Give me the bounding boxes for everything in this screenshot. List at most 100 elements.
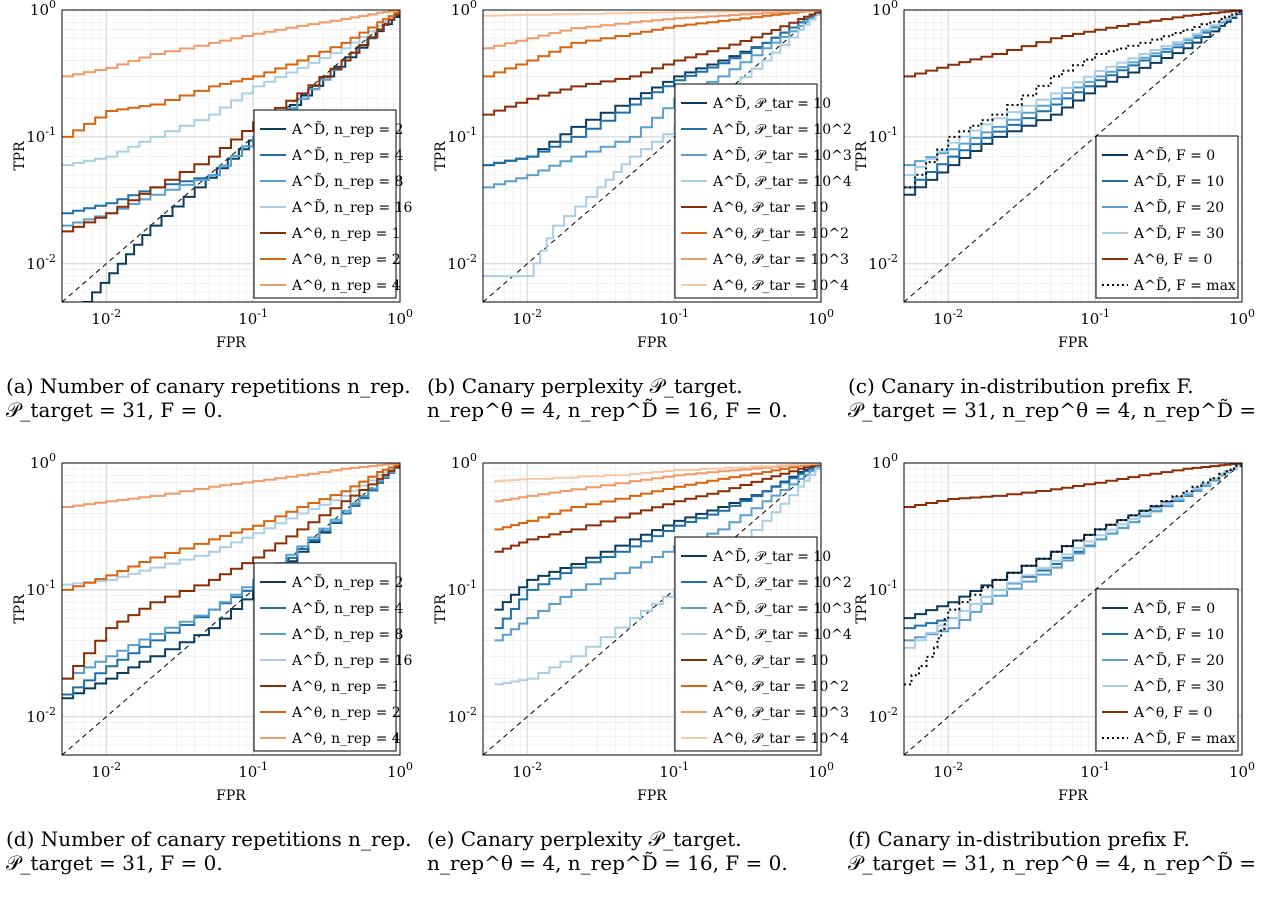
legend-label: A^D̃, 𝒫_tar = 10^4 — [712, 625, 852, 643]
caption-d-title: (d) Number of canary repetitions n_rep. — [6, 827, 412, 851]
caption-e: (e) Canary perplexity 𝒫_target. n_rep^θ … — [427, 827, 788, 875]
legend-label: A^D̃, n_rep = 8 — [291, 172, 403, 190]
series-group — [904, 463, 1242, 686]
series-line-3 — [494, 463, 821, 686]
y-axis-label: TPR — [854, 594, 870, 624]
legend-box — [1095, 135, 1239, 299]
series-line-4 — [62, 463, 400, 680]
x-tick-label: 10-2 — [91, 307, 121, 328]
plot-frame — [903, 462, 1243, 756]
legend-label: A^θ, F = 0 — [1133, 705, 1212, 721]
legend-box — [1095, 588, 1239, 752]
x-tick-label: 10-1 — [1080, 307, 1110, 328]
legend-label: A^D̃, F = 10 — [1133, 172, 1224, 190]
caption-c-title: (c) Canary in-distribution prefix F. — [848, 374, 1194, 398]
legend-label: A^θ, n_rep = 2 — [291, 252, 401, 268]
legend-label: A^D̃, n_rep = 8 — [291, 625, 403, 643]
legend-label: A^θ, 𝒫_tar = 10^3 — [712, 705, 849, 721]
legend-label: A^θ, n_rep = 1 — [291, 226, 401, 242]
legend-label: A^θ, 𝒫_tar = 10^4 — [712, 278, 849, 294]
caption-e-title: (e) Canary perplexity 𝒫_target. — [427, 827, 742, 851]
legend-box — [253, 109, 397, 299]
series-line-2 — [483, 10, 821, 189]
legend: A^D̃, n_rep = 2 A^D̃, n_rep = 4 A^D̃, n_re… — [253, 109, 412, 299]
legend-label: A^D̃, n_rep = 16 — [291, 198, 412, 216]
legend-label: A^D̃, F = max — [1133, 729, 1236, 747]
legend-label: A^θ, n_rep = 1 — [291, 679, 401, 695]
x-tick-label: 10-1 — [659, 760, 689, 781]
x-tick-label: 10-2 — [512, 307, 542, 328]
legend-label: A^θ, n_rep = 2 — [291, 705, 401, 721]
series-line-7 — [483, 10, 821, 17]
plot-frame — [61, 9, 401, 303]
series-line-6 — [494, 463, 821, 503]
legend-label: A^D̃, 𝒫_tar = 10^2 — [712, 120, 852, 138]
caption-f: (f) Canary in-distribution prefix F. 𝒫_t… — [848, 827, 1264, 875]
legend-label: A^D̃, 𝒫_tar = 10^4 — [712, 172, 852, 190]
x-axis-label: FPR — [1058, 335, 1088, 351]
legend: A^D̃, F = 0 A^D̃, F = 10 A^D̃, F = 20 A^D̃,… — [1095, 135, 1239, 299]
series-line-5 — [483, 10, 821, 78]
series-group — [62, 463, 400, 700]
series-line-5 — [62, 463, 400, 591]
legend-label: A^θ, n_rep = 4 — [291, 278, 401, 294]
caption-a-sub: 𝒫_target = 31, F = 0. — [6, 398, 223, 422]
figure-a: 10-2 10-1 100 10-2 10-1 100 FPR TPR A^D̃, n_rep … — [0, 0, 421, 453]
x-tick-label: 10-2 — [91, 760, 121, 781]
chart-d: 10-2 10-1 100 10-2 10-1 100 FPR TPR A^D̃, n_rep … — [12, 451, 413, 804]
legend-label: A^D̃, 𝒫_tar = 10^3 — [712, 146, 852, 164]
y-axis-label: TPR — [433, 141, 449, 171]
legend-box — [674, 83, 818, 299]
chart-e: 10-2 10-1 100 10-2 10-1 100 FPR TPR A^D̃, 𝒫_tar … — [433, 451, 852, 804]
legend-label: A^θ, 𝒫_tar = 10^3 — [712, 252, 849, 268]
figure-e: 10-2 10-1 100 10-2 10-1 100 FPR TPR A^D̃, 𝒫_tar … — [421, 451, 852, 907]
legend-label: A^θ, 𝒫_tar = 10^2 — [712, 679, 849, 695]
diagonal-reference — [903, 462, 1243, 756]
y-tick-label: 100 — [872, 0, 898, 19]
legend-label: A^θ, F = 0 — [1133, 252, 1212, 268]
y-tick-label: 10-2 — [26, 705, 56, 726]
caption-d: (d) Number of canary repetitions n_rep. … — [6, 827, 412, 875]
series-group — [494, 463, 821, 686]
y-tick-label: 100 — [30, 0, 56, 19]
legend-label: A^D̃, 𝒫_tar = 10 — [712, 94, 831, 112]
caption-c-sub: 𝒫_target = 31, n_rep^θ = 4, n_rep^D̃ = 1… — [848, 398, 1264, 422]
legend-label: A^θ, 𝒫_tar = 10^4 — [712, 731, 849, 747]
series-line-3 — [62, 10, 400, 167]
x-axis-label: FPR — [637, 335, 667, 351]
x-tick-label: 10-1 — [238, 760, 268, 781]
legend-label: A^D̃, F = 20 — [1133, 651, 1224, 669]
x-tick-label: 10-1 — [238, 307, 268, 328]
y-tick-label: 10-1 — [868, 125, 898, 146]
series-group — [62, 10, 400, 302]
legend-box — [253, 562, 397, 752]
series-line-7 — [494, 463, 821, 483]
x-tick-label: 10-2 — [512, 760, 542, 781]
y-tick-label: 10-1 — [447, 578, 477, 599]
x-tick-label: 10-2 — [933, 307, 963, 328]
series-line-5 — [904, 10, 1242, 189]
series-group — [904, 10, 1242, 196]
series-line-2 — [494, 463, 821, 642]
legend-label: A^D̃, 𝒫_tar = 10^2 — [712, 573, 852, 591]
legend-label: A^θ, 𝒫_tar = 10 — [712, 200, 828, 216]
x-axis-label: FPR — [637, 788, 667, 804]
y-tick-label: 10-1 — [26, 578, 56, 599]
caption-b-title: (b) Canary perplexity 𝒫_target. — [427, 374, 743, 398]
caption-a-title: (a) Number of canary repetitions n_rep. — [6, 374, 411, 398]
legend-label: A^D̃, F = 0 — [1133, 599, 1215, 617]
x-tick-label: 10-2 — [933, 760, 963, 781]
legend-label: A^D̃, 𝒫_tar = 10 — [712, 547, 831, 565]
chart-a: 10-2 10-1 100 10-2 10-1 100 FPR TPR A^D̃, n_rep … — [12, 0, 413, 351]
y-axis-label: TPR — [12, 594, 28, 624]
x-tick-label: 100 — [387, 760, 413, 781]
legend-label: A^D̃, F = max — [1133, 276, 1236, 294]
y-axis-label: TPR — [433, 594, 449, 624]
series-line-0 — [82, 10, 400, 302]
chart-b: 10-2 10-1 100 10-2 10-1 100 FPR TPR A^D̃, 𝒫_tar … — [433, 0, 852, 351]
x-tick-label: 10-1 — [659, 307, 689, 328]
x-tick-label: 100 — [387, 307, 413, 328]
y-tick-label: 10-2 — [868, 705, 898, 726]
